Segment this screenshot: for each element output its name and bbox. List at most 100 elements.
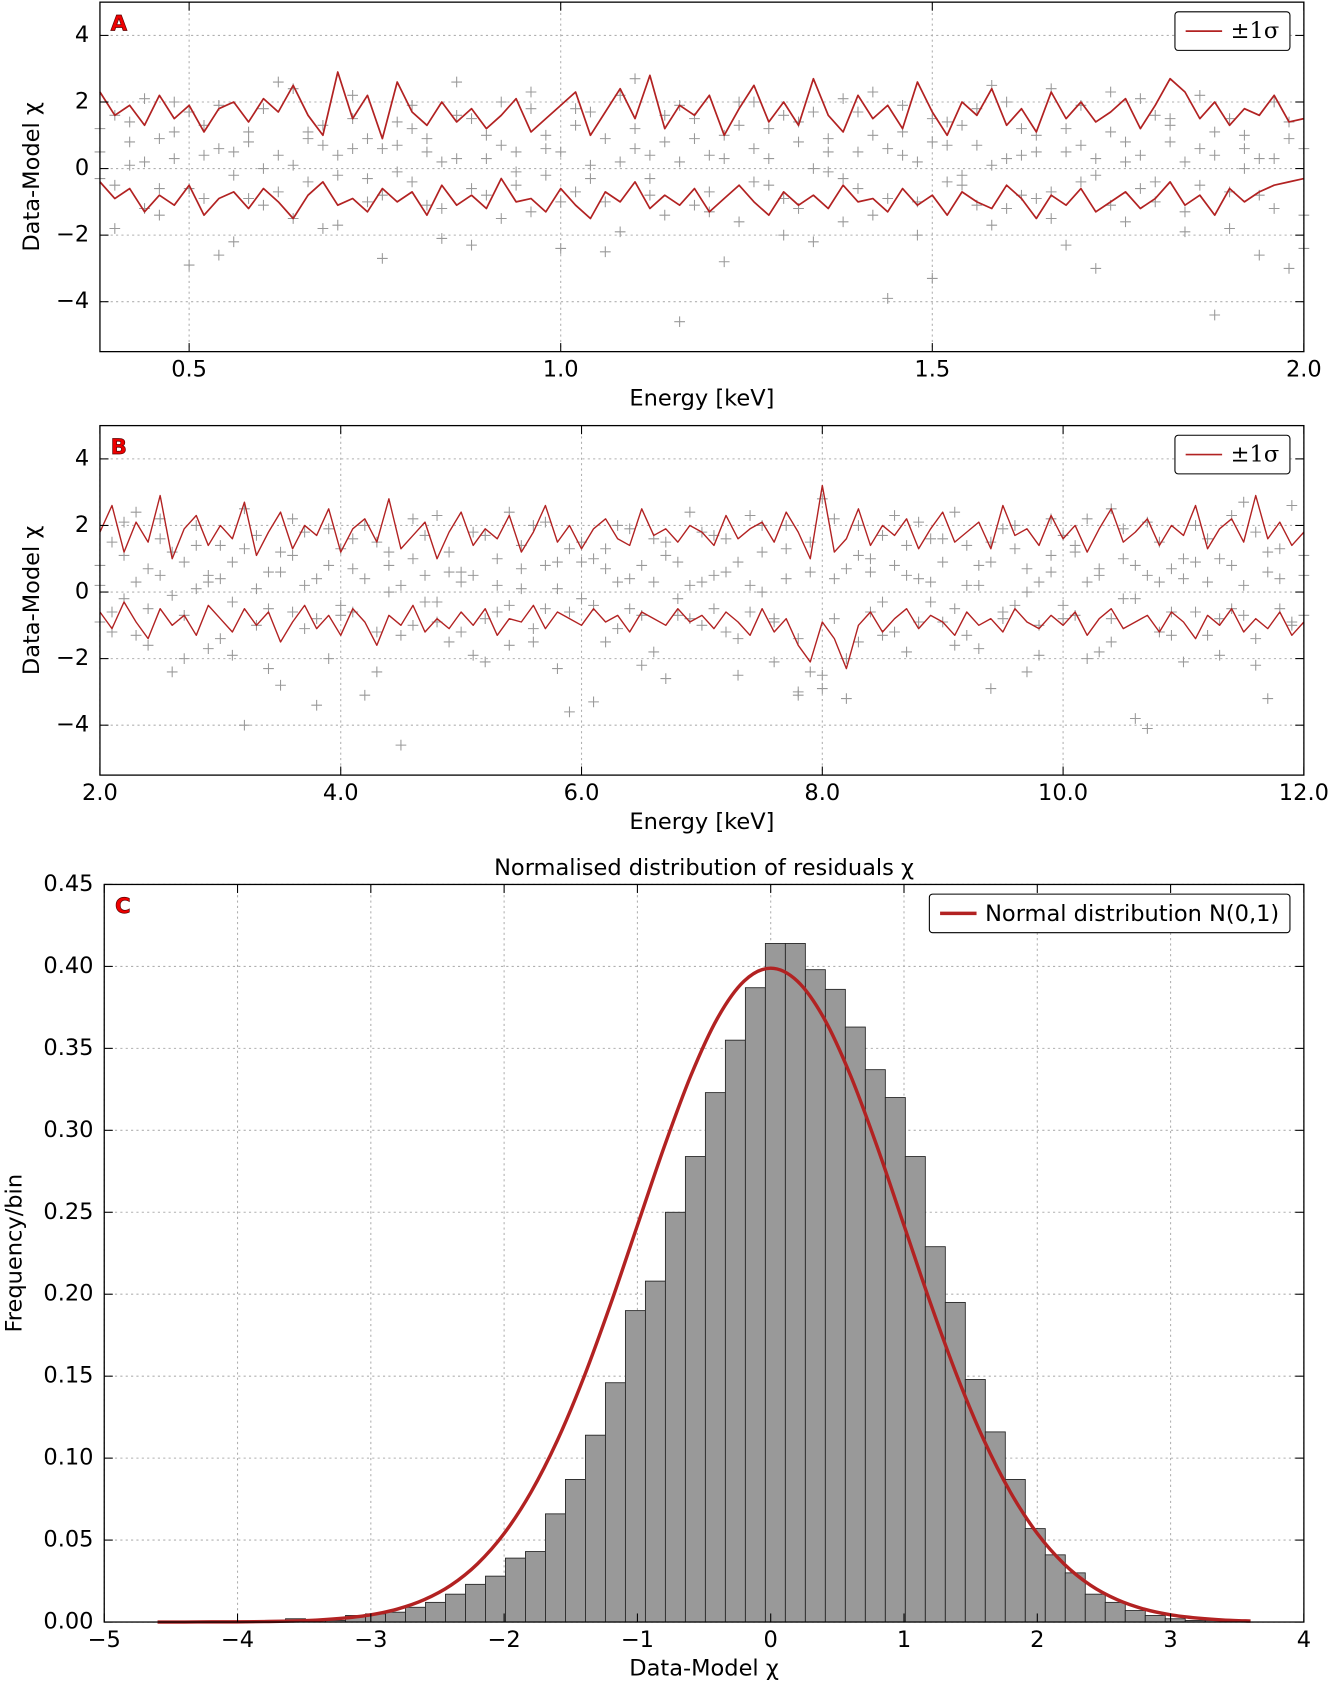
legend-label: ±1σ <box>1231 18 1280 44</box>
data-point <box>1164 113 1176 125</box>
y-tick-label: 2 <box>75 512 89 538</box>
bar <box>505 1557 526 1623</box>
data-point <box>1209 126 1221 138</box>
data-point <box>451 109 463 121</box>
data-point <box>168 126 180 138</box>
data-point <box>629 123 641 134</box>
data-point <box>1090 169 1102 181</box>
data-point <box>481 189 492 201</box>
bar <box>425 1601 446 1623</box>
data-point <box>1142 723 1153 734</box>
data-point <box>1194 179 1206 191</box>
data-point <box>391 116 403 128</box>
data-point <box>912 156 923 168</box>
data-point <box>443 566 455 578</box>
data-point <box>941 139 953 151</box>
x-tick-label: 6.0 <box>564 780 600 806</box>
data-point <box>436 203 448 214</box>
data-point <box>867 209 879 221</box>
data-point <box>997 613 1009 625</box>
data-point <box>660 536 672 548</box>
data-point <box>564 706 575 718</box>
data-point <box>491 606 503 618</box>
data-point <box>612 623 623 635</box>
plot-frame <box>103 883 1305 1623</box>
data-point <box>1033 649 1045 661</box>
data-point <box>1075 176 1087 188</box>
data-point <box>227 556 238 568</box>
data-point <box>359 689 371 701</box>
bar <box>644 1280 666 1623</box>
data-point <box>1238 496 1250 508</box>
data-point <box>973 560 985 571</box>
data-point <box>1209 309 1221 321</box>
data-point <box>481 129 492 141</box>
data-point <box>407 619 419 631</box>
data-point <box>407 513 419 525</box>
data-point <box>118 516 130 528</box>
data-point <box>1253 249 1265 261</box>
normal-curve <box>157 966 1251 1624</box>
data-point <box>1090 153 1102 164</box>
data-point <box>956 179 968 191</box>
data-point <box>168 96 180 108</box>
data-point <box>780 573 792 585</box>
data-point <box>882 143 894 154</box>
data-point <box>956 169 968 181</box>
data-point <box>139 156 150 168</box>
chart-title: Normalised distribution of residuals χ <box>494 855 914 881</box>
bar <box>385 1611 406 1623</box>
bar <box>964 1379 986 1623</box>
x-tick-label: 4 <box>1297 1627 1311 1653</box>
data-point <box>778 229 790 241</box>
x-axis-label: Energy [keV] <box>629 385 774 411</box>
y-tick-label: 2 <box>75 88 89 114</box>
data-point <box>973 580 985 591</box>
data-point <box>816 493 828 505</box>
data-point <box>889 626 900 638</box>
data-point <box>925 596 937 608</box>
data-point <box>985 556 997 568</box>
data-point <box>949 506 961 518</box>
data-point <box>154 133 165 144</box>
data-point <box>961 580 973 591</box>
data-point <box>130 506 142 518</box>
data-point <box>852 183 864 194</box>
data-point <box>1250 659 1262 671</box>
data-point <box>467 526 479 538</box>
data-point <box>956 119 968 131</box>
data-point <box>1239 163 1250 174</box>
data-point <box>925 533 937 545</box>
data-point <box>243 126 254 138</box>
bar <box>704 1092 726 1623</box>
data-point <box>317 139 329 151</box>
data-point <box>926 136 938 148</box>
data-point <box>659 136 671 148</box>
data-point <box>837 216 849 228</box>
data-point <box>1178 573 1189 585</box>
data-point <box>1117 593 1129 605</box>
data-point <box>503 639 515 651</box>
data-point <box>1075 139 1087 151</box>
data-point <box>154 533 166 545</box>
data-point <box>1286 500 1298 511</box>
data-point <box>481 153 492 164</box>
data-point <box>275 566 286 578</box>
data-point <box>792 689 804 701</box>
y-tick-label: −2 <box>56 645 89 671</box>
x-tick-label: 2.0 <box>82 780 118 806</box>
data-point <box>525 206 537 218</box>
data-point <box>733 216 745 228</box>
data-point <box>720 533 732 545</box>
data-point <box>1178 656 1189 668</box>
data-point <box>1021 666 1033 678</box>
data-point <box>359 573 371 585</box>
x-tick-label: −5 <box>88 1627 121 1653</box>
data-point <box>748 176 760 188</box>
data-point <box>362 196 373 208</box>
data-point <box>1190 520 1201 531</box>
x-axis-label: Energy [keV] <box>629 809 774 835</box>
data-point <box>624 573 636 585</box>
data-point <box>763 153 775 164</box>
sigma-line <box>99 484 1305 560</box>
